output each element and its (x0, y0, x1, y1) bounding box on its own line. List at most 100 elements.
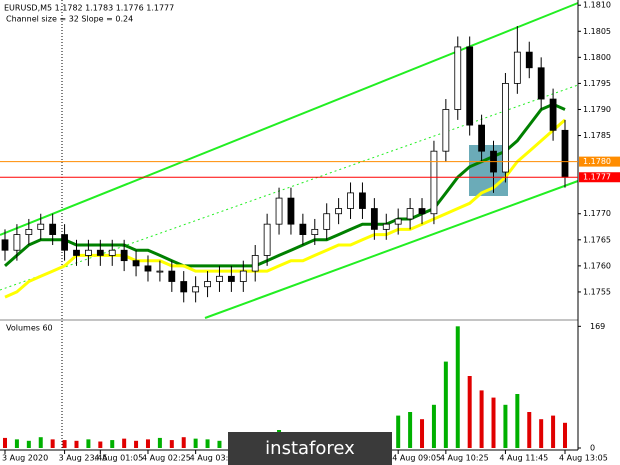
candle-body (430, 150, 438, 215)
volume-bar (193, 438, 198, 448)
y-tick-label: 1.1755 (583, 287, 611, 296)
candle-body (513, 51, 521, 84)
volume-bar (86, 439, 91, 448)
volume-bar (515, 394, 520, 448)
x-tick-label: 4 Aug 03:45 (190, 454, 239, 463)
volume-bar (3, 437, 7, 448)
volume-bar (38, 437, 43, 448)
candle-body (335, 208, 343, 215)
volume-bar (205, 439, 210, 448)
candle-body (239, 270, 247, 282)
candle-body (466, 46, 474, 126)
x-tick-label: 3 Aug 2020 (2, 454, 48, 463)
candle-body (120, 249, 128, 262)
volume-bar (26, 440, 31, 448)
volume-bar (98, 441, 103, 448)
volume-tick-label: 169 (590, 322, 605, 331)
volume-bar (420, 419, 425, 448)
candle-body (299, 223, 307, 235)
y-tick-label: 1.1785 (583, 131, 611, 140)
candle-body (287, 197, 295, 225)
volume-bar (491, 397, 496, 448)
volume-bar (217, 440, 222, 448)
volume-title: Volumes 60 (6, 324, 53, 333)
candle-body (382, 223, 390, 230)
y-tick-label: 1.1790 (583, 105, 611, 114)
candle-body (251, 255, 259, 272)
volume-tick-label: 0 (590, 444, 595, 453)
volume-bar (157, 437, 162, 448)
candle-body (442, 109, 450, 152)
volume-bar (122, 438, 127, 448)
moving-average (4, 102, 566, 268)
volume-bar (503, 404, 508, 448)
candle-body (561, 129, 569, 178)
y-tick-label: 1.1795 (583, 79, 611, 88)
volume-bar (408, 412, 413, 448)
candle-body (525, 51, 533, 69)
candle-body (359, 192, 366, 209)
volume-bar (563, 422, 567, 448)
candle-body (85, 249, 92, 256)
volume-bar (134, 440, 139, 448)
volume-bar (443, 361, 448, 448)
volume-bar (551, 415, 556, 448)
volume-bar (74, 440, 79, 448)
chart-subtitle: Channel size = 32 Slope = 0.24 (6, 15, 133, 24)
watermark: instaforex (265, 438, 355, 459)
volume-bar (62, 440, 67, 448)
price-label-box (579, 156, 620, 167)
candle-body (1, 239, 9, 251)
volume-bar (455, 326, 460, 448)
candle-body (478, 124, 485, 152)
candle-body (25, 228, 33, 235)
watermark-box (228, 432, 392, 465)
candle-body (37, 223, 45, 230)
candle-body (347, 192, 354, 209)
candle-body (144, 265, 152, 272)
volume-bar (479, 390, 484, 448)
volume-bar (539, 419, 544, 448)
price-label: 1.1780 (583, 157, 611, 166)
price-label-box (579, 172, 620, 183)
x-tick-label: 4 Aug 01:05 (94, 454, 143, 463)
volume-bar (181, 437, 186, 448)
candle-body (192, 286, 200, 293)
overlay (0, 0, 579, 451)
candle-body (323, 213, 331, 230)
candle-body (454, 46, 462, 110)
price-label: 1.1777 (583, 173, 611, 182)
candle-body (132, 260, 140, 267)
x-tick-label: 4 Aug 11:45 (499, 454, 548, 463)
volume-bar (431, 404, 436, 448)
volume-bar (169, 440, 174, 448)
candle-body (216, 275, 223, 282)
volume-bar (145, 439, 150, 448)
y-tick-label: 1.1770 (583, 209, 611, 218)
volume-bar (14, 439, 19, 448)
candle-body (13, 234, 21, 251)
candle-body (263, 223, 271, 256)
x-tick-label: 4 Aug 09:05 (392, 454, 441, 463)
x-tick-label: 3 Aug 23:45 (59, 454, 108, 463)
x-tick-label: 4 Aug 13:05 (559, 454, 608, 463)
channel-lower (204, 180, 579, 319)
y-tick-label: 1.1765 (583, 235, 611, 244)
x-tick-label: 4 Aug 10:25 (440, 454, 489, 463)
y-tick-label: 1.1805 (583, 27, 611, 36)
volume-bar (467, 376, 472, 448)
candle-body (49, 223, 57, 235)
candle-body (537, 67, 545, 100)
candle-body (96, 249, 104, 256)
candle-body (108, 249, 116, 256)
candle-body (418, 208, 426, 215)
candle-body (227, 275, 235, 282)
candle-body (204, 281, 211, 288)
candle-body (180, 281, 188, 293)
y-tick-label: 1.1810 (583, 1, 611, 10)
candle-body (406, 208, 414, 220)
volume-bar (50, 439, 55, 448)
volume-bar (527, 412, 532, 448)
